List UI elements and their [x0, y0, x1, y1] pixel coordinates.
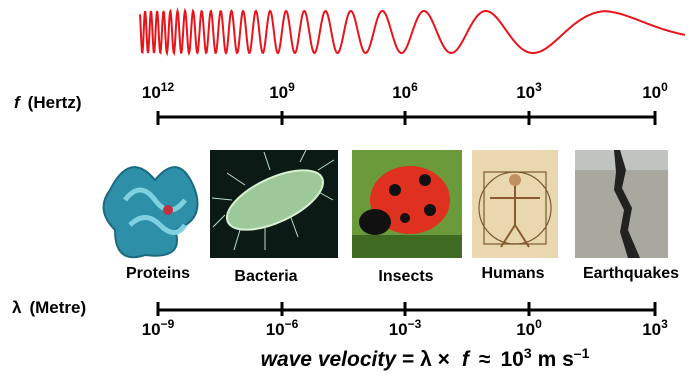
formula-lhs: wave velocity [261, 348, 398, 371]
exponent: 6 [411, 80, 418, 94]
formula-f: f [462, 348, 471, 371]
base: 10 [642, 320, 661, 339]
image-label: Humans [481, 265, 544, 282]
tick-label: 106 [392, 80, 418, 102]
tick-label: 109 [269, 80, 295, 102]
ladybug-image [352, 150, 462, 258]
base: 10 [389, 320, 408, 339]
image-label: Bacteria [234, 268, 297, 285]
exponent: −6 [285, 317, 299, 331]
formula: wave velocity= λ × f ≈103 m s–1 [261, 345, 590, 371]
base: 10 [516, 83, 535, 102]
tick-label: 100 [516, 317, 542, 339]
exponent: 0 [535, 317, 542, 331]
earthquake-image [575, 150, 668, 258]
unit: (Metre) [29, 298, 86, 317]
exponent: 9 [288, 80, 295, 94]
formula-base: 10 [500, 348, 523, 371]
formula-exp: 3 [524, 345, 532, 361]
image-label: Insects [378, 268, 433, 285]
figure: f(Hertz) λ(Metre) 101210910610310010−910… [0, 0, 695, 379]
protein-image [104, 167, 198, 257]
exponent: 3 [661, 317, 668, 331]
exponent: 3 [535, 80, 542, 94]
symbol: f [14, 93, 22, 112]
image-label: Earthquakes [583, 265, 679, 282]
tick-label: 10−3 [389, 317, 422, 339]
wavelength-label: λ (Metre) [12, 298, 86, 317]
base: 10 [266, 320, 285, 339]
frequency-label: f (Hertz) [14, 93, 82, 112]
formula-eq: = λ × [402, 348, 450, 371]
formula-unit-exp: –1 [574, 345, 590, 361]
base: 10 [142, 320, 161, 339]
tick-label: 10−6 [266, 317, 299, 339]
base: 10 [516, 320, 535, 339]
bacteria-image [210, 150, 338, 258]
base: 10 [392, 83, 411, 102]
symbol: λ [12, 298, 22, 317]
exponent: −9 [161, 317, 175, 331]
tick-label: 103 [642, 317, 668, 339]
formula-unit: m s [538, 348, 574, 371]
formula-approx: ≈ [479, 348, 491, 371]
base: 10 [142, 83, 161, 102]
exponent: −3 [408, 317, 422, 331]
wave [140, 11, 685, 53]
vitruvian-image [472, 150, 558, 258]
tick-label: 103 [516, 80, 542, 102]
base: 10 [642, 83, 661, 102]
tick-label: 100 [642, 80, 668, 102]
base: 10 [269, 83, 288, 102]
tick-label: 10−9 [142, 317, 175, 339]
image-label: Proteins [126, 265, 190, 282]
exponent: 0 [661, 80, 668, 94]
tick-label: 1012 [142, 80, 175, 102]
exponent: 12 [161, 80, 175, 94]
unit: (Hertz) [28, 93, 82, 112]
